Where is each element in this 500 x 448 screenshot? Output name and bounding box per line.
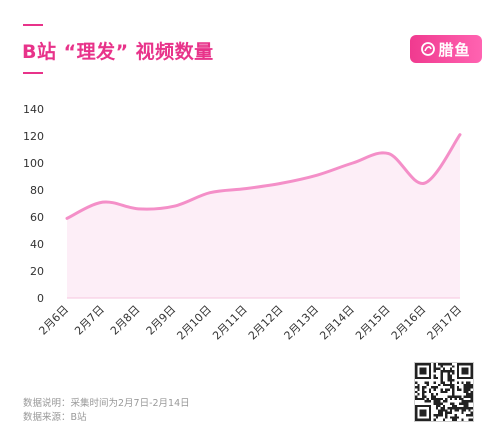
y-tick-label: 20 <box>30 265 44 278</box>
y-tick-label: 0 <box>37 292 44 305</box>
x-tick-label: 2月12日 <box>246 303 286 343</box>
series-line <box>65 133 462 220</box>
qr-code <box>414 362 474 422</box>
y-tick-label: 40 <box>30 238 44 251</box>
title-accent-top <box>23 24 43 26</box>
y-tick-label: 80 <box>30 184 44 197</box>
series-area-fill <box>67 134 460 298</box>
x-tick-label: 2月13日 <box>282 303 322 343</box>
x-tick-label: 2月14日 <box>317 303 357 343</box>
chart-title: B站 “理发” 视频数量 <box>22 41 214 63</box>
qr-code-icon <box>415 363 473 421</box>
y-axis: 0 20 40 60 80 100 120 140 <box>23 103 44 305</box>
y-tick-label: 60 <box>30 211 44 224</box>
x-tick-label: 2月10日 <box>174 303 214 343</box>
y-tick-label: 120 <box>23 130 44 143</box>
x-tick-label: 2月8日 <box>108 303 143 338</box>
data-note: 数据说明：采集时间为2月7日-2月14日 <box>23 398 190 409</box>
y-tick-label: 100 <box>23 157 44 170</box>
x-tick-label: 2月7日 <box>72 303 107 338</box>
x-tick-label: 2月6日 <box>36 303 71 338</box>
y-tick-label: 140 <box>23 103 44 116</box>
x-tick-label: 2月16日 <box>389 303 429 343</box>
x-tick-label: 2月11日 <box>210 303 250 343</box>
x-axis: 2月6日 2月7日 2月8日 2月9日2月10日2月11日2月12日2月13日2月14… <box>36 303 464 343</box>
brand-name: 腊鱼 <box>438 40 471 59</box>
brand-badge: 腊鱼 <box>410 35 482 63</box>
x-tick-label: 2月17日 <box>425 303 465 343</box>
data-source: 数据来源：B站 <box>23 412 87 423</box>
title-accent-bottom <box>23 72 43 74</box>
x-tick-label: 2月15日 <box>353 303 393 343</box>
brand-logo-icon <box>421 42 436 56</box>
x-tick-label: 2月9日 <box>144 303 179 338</box>
